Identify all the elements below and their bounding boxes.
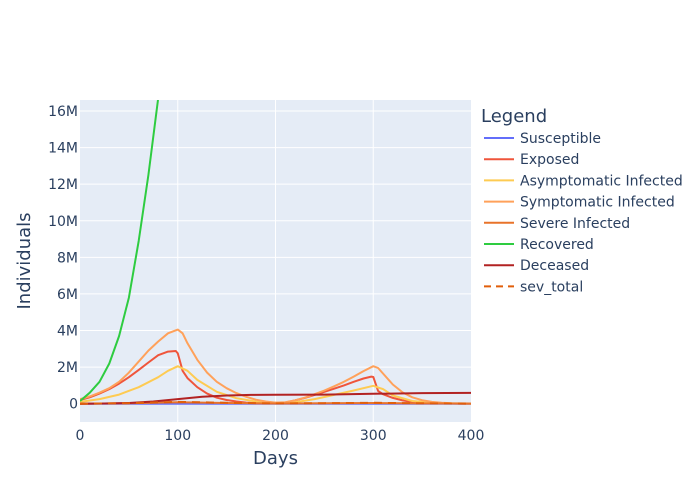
y-tick-label: 8M [57,250,78,266]
y-tick-label: 12M [48,177,78,193]
legend-title: Legend [481,106,547,127]
y-tick-label: 4M [57,324,78,340]
legend-label: Susceptible [520,131,601,147]
legend-item[interactable]: Recovered [484,237,594,253]
y-tick-label: 0 [69,397,78,413]
y-tick-label: 2M [57,360,78,376]
series-line-sev-total [80,400,471,405]
legend-label: Asymptomatic Infected [520,173,683,189]
y-tick-label: 14M [48,141,78,157]
x-tick-label: 100 [164,428,191,444]
legend-item[interactable]: Deceased [484,258,589,274]
x-tick-label: 200 [262,428,289,444]
legend-item[interactable]: Susceptible [484,131,601,147]
x-tick-label: 400 [458,428,485,444]
legend-item[interactable]: Exposed [484,152,579,168]
legend-label: sev_total [520,279,583,295]
tick-labels: 0 100 200 300 400 0 2M 4M 6M 8M 10M 12M 14M 16M [48,104,484,444]
legend-item[interactable]: Symptomatic Infected [484,195,675,211]
series-line-recovered [80,100,159,402]
legend-label: Deceased [520,258,589,274]
legend-label: Recovered [520,237,594,253]
legend-item[interactable]: Severe Infected [484,216,630,232]
x-tick-label: 300 [360,428,387,444]
series-lines [80,100,471,405]
legend-item[interactable]: sev_total [484,279,583,295]
y-axis-title: Individuals [14,212,35,309]
y-tick-label: 10M [48,214,78,230]
legend-label: Exposed [520,152,579,168]
legend[interactable]: Susceptible Exposed Asymptomatic Infected S… [484,131,683,295]
y-tick-label: 6M [57,287,78,303]
legend-label: Severe Infected [520,216,630,232]
legend-item[interactable]: Asymptomatic Infected [484,173,683,189]
y-tick-label: 16M [48,104,78,120]
x-axis-title: Days [253,448,298,469]
x-tick-label: 0 [76,428,85,444]
legend-label: Symptomatic Infected [520,195,675,211]
